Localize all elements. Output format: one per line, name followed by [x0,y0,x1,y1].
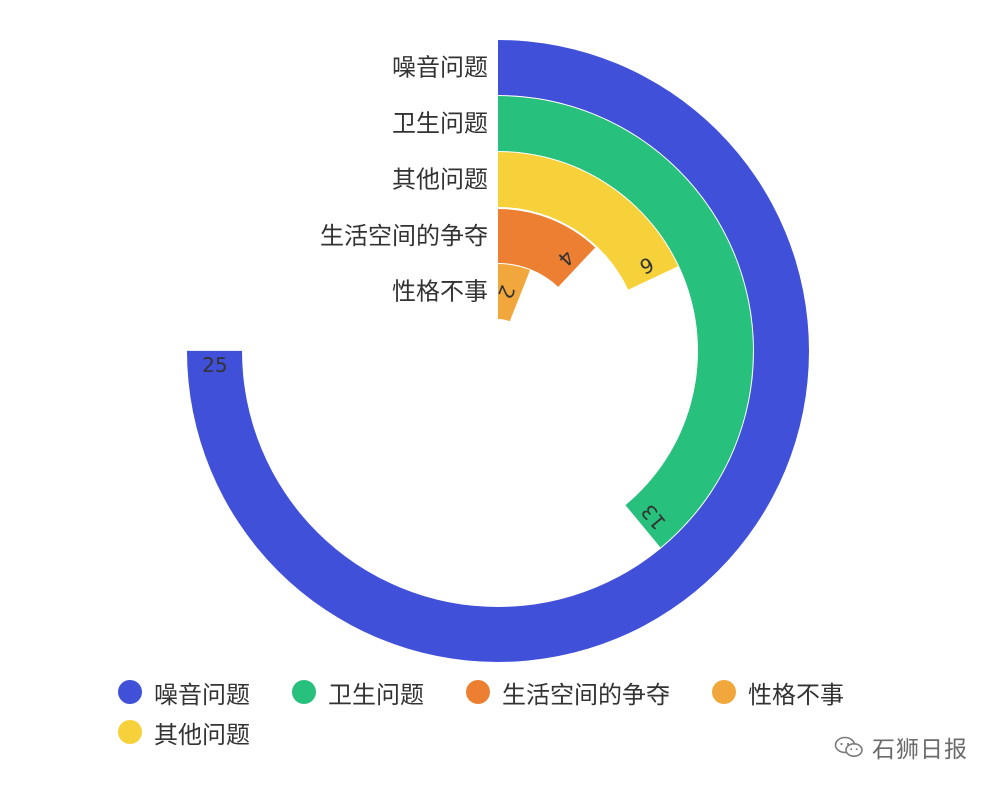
legend-label: 生活空间的争夺 [502,680,670,709]
legend-item[interactable]: 生活空间的争夺 [466,678,670,709]
legend-dot [712,680,736,704]
category-label: 卫生问题 [392,110,488,138]
legend-label: 卫生问题 [328,680,424,709]
legend-label: 其他问题 [154,720,250,749]
category-label: 生活空间的争夺 [320,222,488,250]
legend-dot [466,680,490,704]
legend: 噪音问题 卫生问题 生活空间的争夺 性格不事 其他问题 [118,678,918,749]
category-label: 其他问题 [392,166,488,194]
legend-label: 性格不事 [748,680,844,709]
arcs-group [186,40,809,662]
bar-arc[interactable] [498,264,531,322]
bar-arc[interactable] [498,152,679,290]
legend-item[interactable]: 性格不事 [712,678,844,709]
category-label: 性格不事 [392,278,488,306]
legend-dot [118,680,142,704]
legend-dot [118,720,142,744]
bar-arc[interactable] [498,96,753,548]
value-label: 25 [202,353,227,377]
legend-item[interactable]: 其他问题 [118,718,250,749]
legend-label: 噪音问题 [154,680,250,709]
bar-arc[interactable] [498,209,596,287]
legend-item[interactable]: 噪音问题 [118,678,250,709]
legend-item[interactable]: 卫生问题 [292,678,424,709]
watermark-text: 石狮日报 [872,737,968,763]
category-label: 噪音问题 [392,54,488,82]
legend-dot [292,680,316,704]
wechat-icon [834,736,863,757]
watermark: 石狮日报 [834,730,968,764]
